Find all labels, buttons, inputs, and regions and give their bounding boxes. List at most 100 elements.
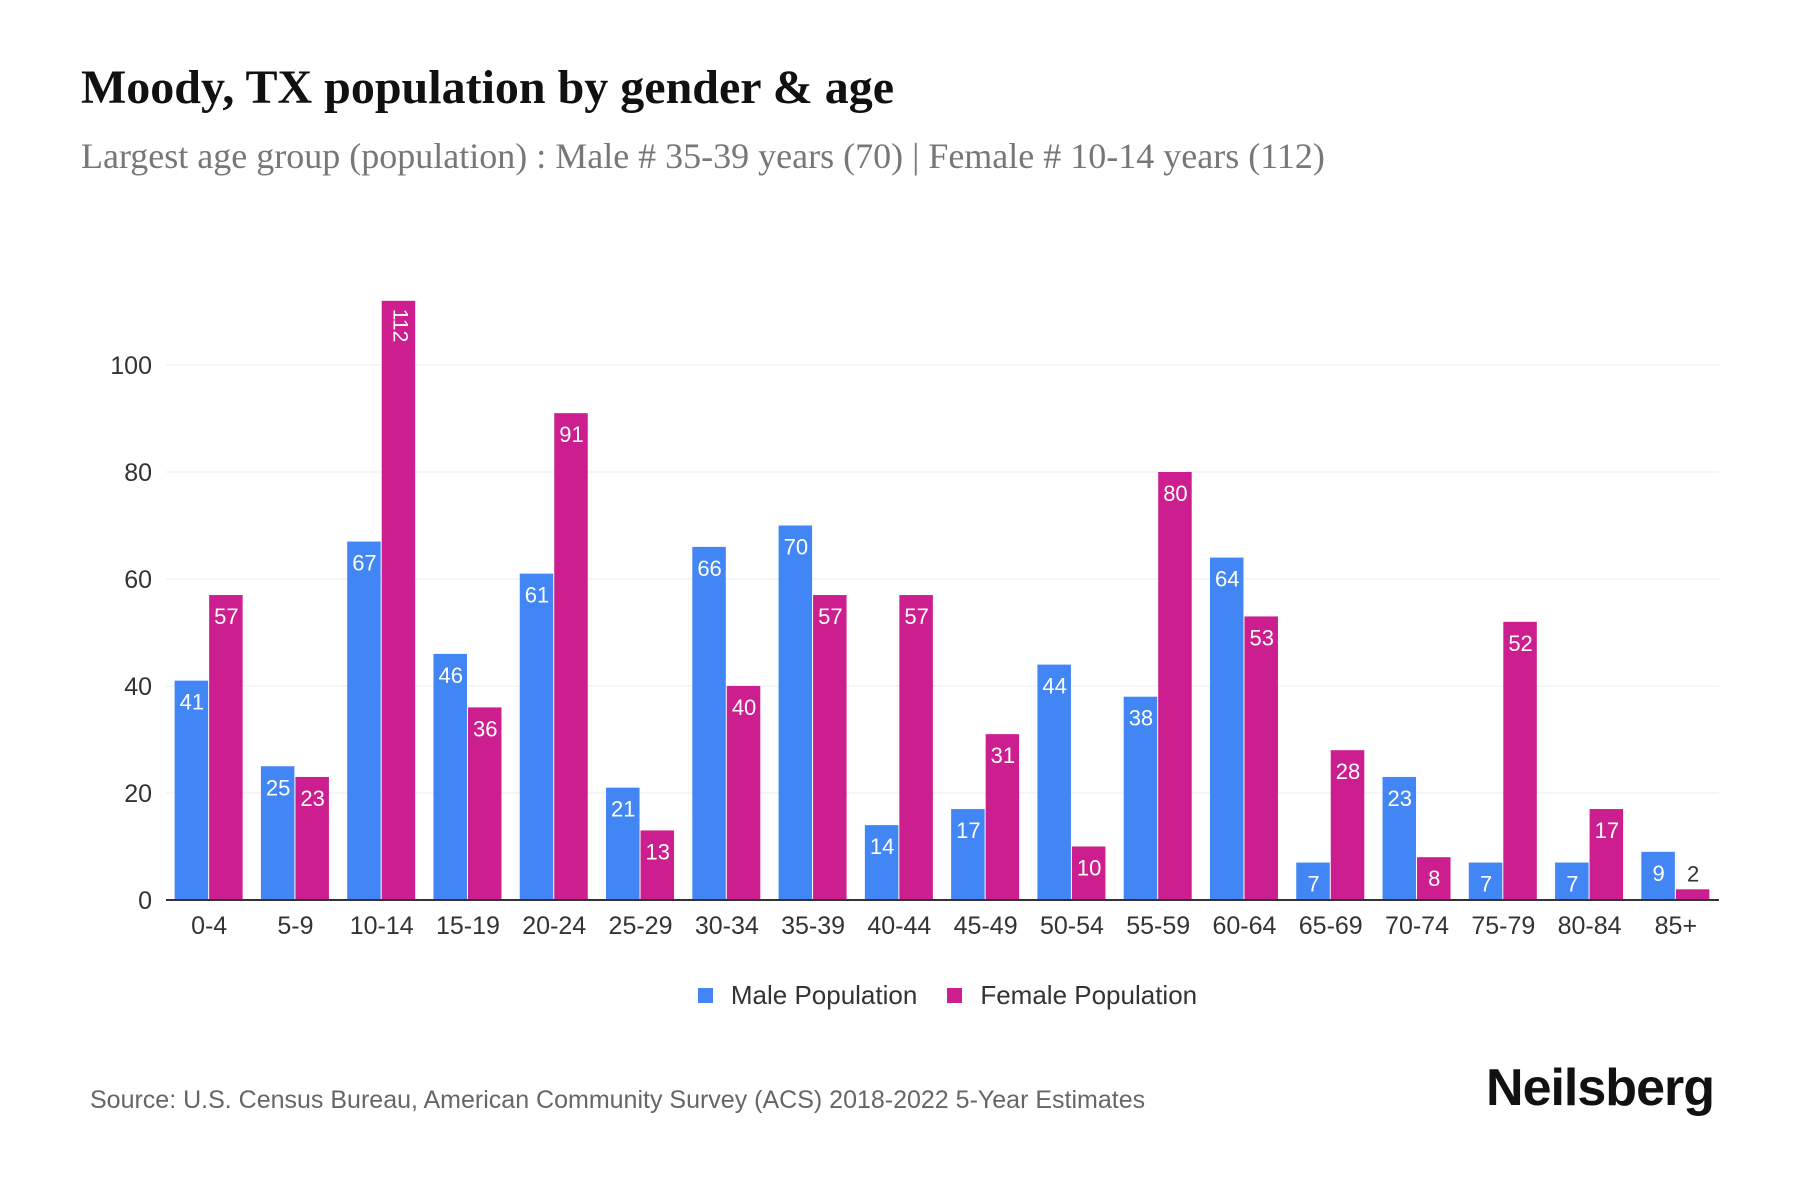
bar-female xyxy=(467,707,502,900)
x-tick-label: 60-64 xyxy=(1212,912,1276,940)
bar-female xyxy=(554,413,588,900)
y-tick-label: 40 xyxy=(124,673,152,701)
bar-female xyxy=(1503,621,1537,900)
data-label: 8 xyxy=(1428,866,1440,891)
legend: Male Population Female Population xyxy=(0,980,1800,1011)
data-label: 10 xyxy=(1077,856,1101,881)
data-label: 17 xyxy=(956,818,980,843)
data-label: 52 xyxy=(1508,631,1532,656)
source-note: Source: U.S. Census Bureau, American Com… xyxy=(90,1086,1146,1114)
legend-label-female: Female Population xyxy=(980,980,1198,1010)
bar-female xyxy=(985,734,1020,900)
neilsberg-logo: Neilsberg xyxy=(1486,1059,1715,1117)
bar-female xyxy=(1244,616,1278,900)
data-label: 28 xyxy=(1336,759,1360,784)
x-tick-label: 15-19 xyxy=(436,912,500,940)
x-tick-label: 70-74 xyxy=(1385,912,1449,940)
bar-male xyxy=(606,787,640,900)
bar-male xyxy=(692,546,726,900)
x-tick-label: 45-49 xyxy=(954,912,1018,940)
bar-male xyxy=(433,653,467,900)
x-tick-label: 65-69 xyxy=(1299,912,1363,940)
data-label: 25 xyxy=(266,775,290,800)
x-tick-label: 35-39 xyxy=(781,912,845,940)
bar-male xyxy=(778,525,813,900)
legend-item-female[interactable]: Female Population xyxy=(947,980,1197,1011)
legend-swatch-female xyxy=(947,988,963,1003)
bar-female xyxy=(1330,750,1365,900)
chart-subtitle: Largest age group (population) : Male # … xyxy=(81,136,1325,176)
bar-female xyxy=(381,300,416,900)
data-label: 67 xyxy=(352,551,376,576)
bar-male xyxy=(1296,862,1330,900)
legend-item-male[interactable]: Male Population xyxy=(697,980,918,1011)
bar-male xyxy=(864,825,899,900)
data-label: 80 xyxy=(1163,481,1187,506)
bar-male xyxy=(1382,776,1417,900)
x-tick-label: 85+ xyxy=(1655,912,1697,940)
data-label: 70 xyxy=(784,535,808,560)
bar-male xyxy=(519,573,554,900)
bar-male xyxy=(1641,851,1675,900)
bar-female xyxy=(1589,809,1624,900)
data-label: 17 xyxy=(1595,818,1619,843)
x-tick-label: 75-79 xyxy=(1471,912,1535,940)
data-label: 61 xyxy=(525,583,549,608)
bar-female xyxy=(1675,889,1710,900)
x-tick-label: 50-54 xyxy=(1040,912,1104,940)
bar-female xyxy=(1417,857,1451,900)
data-label: 7 xyxy=(1480,872,1492,897)
bar-female xyxy=(209,595,243,900)
data-label: 2 xyxy=(1687,861,1699,886)
data-label: 23 xyxy=(1388,786,1412,811)
x-tick-label: 40-44 xyxy=(867,912,931,940)
data-label: 14 xyxy=(870,834,894,859)
legend-label-male: Male Population xyxy=(730,980,918,1010)
data-label: 66 xyxy=(697,556,721,581)
data-label: 40 xyxy=(732,695,756,720)
x-tick-label: 10-14 xyxy=(350,912,414,940)
data-label: 21 xyxy=(611,797,635,822)
bar-male xyxy=(1555,862,1589,900)
bar-male xyxy=(260,766,295,900)
y-tick-label: 80 xyxy=(124,459,152,487)
bar-female xyxy=(813,595,847,900)
chart-title: Moody, TX population by gender & age xyxy=(81,61,895,114)
data-label: 53 xyxy=(1249,625,1273,650)
bar-female xyxy=(726,686,761,900)
legend-swatch-male xyxy=(697,988,713,1003)
data-label: 44 xyxy=(1042,674,1066,699)
x-tick-label: 20-24 xyxy=(522,912,586,940)
x-tick-label: 5-9 xyxy=(277,912,313,940)
bar-male xyxy=(1037,664,1071,900)
data-label: 9 xyxy=(1652,861,1664,886)
bar-female xyxy=(1158,472,1192,900)
bar-male xyxy=(1468,862,1503,900)
data-label: 13 xyxy=(646,839,670,864)
bar-chart: 0 20 40 60 80 100 41 57 0-4 25 23 5-9 67 112 10-14 46 36… xyxy=(110,300,1719,940)
bar-female xyxy=(640,830,675,900)
y-tick-label: 100 xyxy=(110,352,152,380)
x-tick-label: 80-84 xyxy=(1558,912,1622,940)
bar-male xyxy=(1123,696,1158,900)
y-tick-label: 0 xyxy=(138,887,152,915)
bar-female xyxy=(899,595,933,900)
data-label: 57 xyxy=(904,604,928,629)
data-label: 36 xyxy=(473,716,497,741)
x-tick-label: 55-59 xyxy=(1126,912,1190,940)
data-label: 41 xyxy=(180,690,204,715)
bar-male xyxy=(347,541,381,900)
x-tick-label: 30-34 xyxy=(695,912,759,940)
data-label: 57 xyxy=(818,604,842,629)
data-label: 64 xyxy=(1215,567,1239,592)
bar-male xyxy=(1209,557,1244,900)
bar-male xyxy=(951,809,985,900)
data-label: 23 xyxy=(300,786,324,811)
data-label: 57 xyxy=(214,604,238,629)
y-tick-label: 60 xyxy=(124,566,152,594)
data-label: 38 xyxy=(1129,706,1153,731)
bar-female xyxy=(1071,846,1106,900)
data-label: 31 xyxy=(991,743,1015,768)
data-label: 112 xyxy=(388,309,411,342)
x-tick-label: 0-4 xyxy=(191,912,227,940)
